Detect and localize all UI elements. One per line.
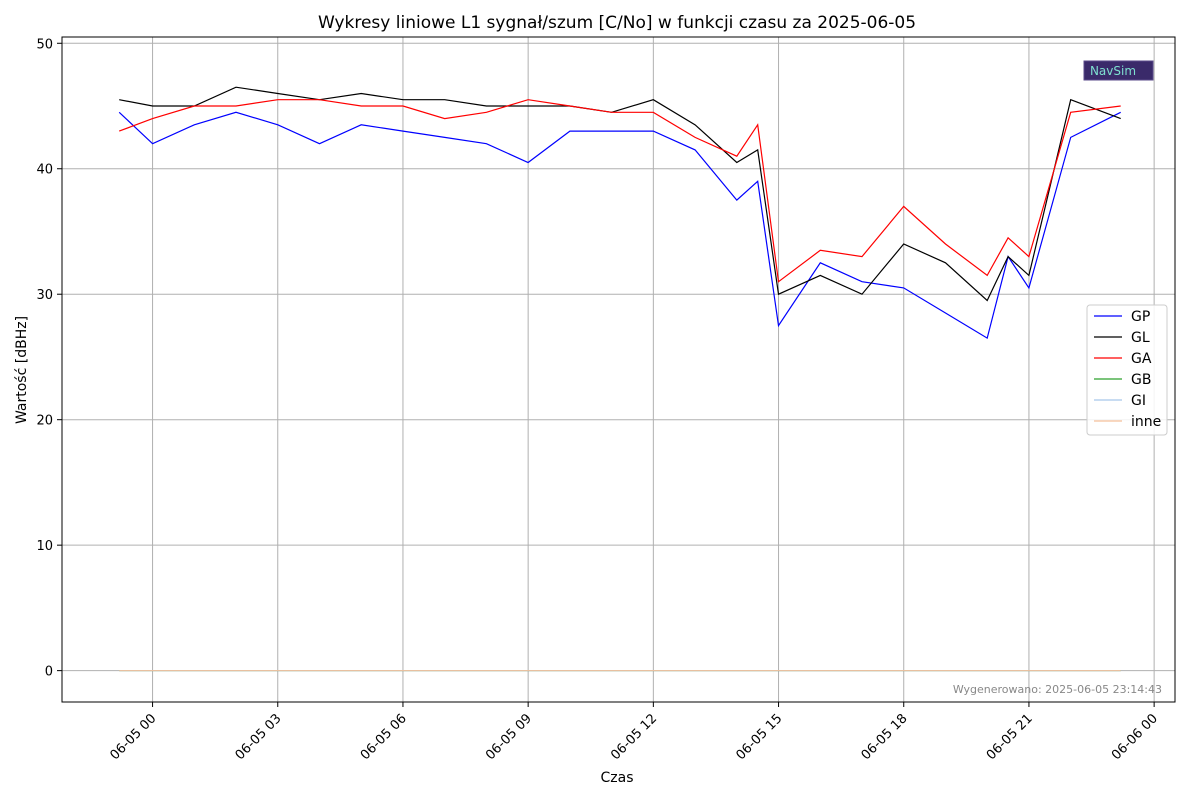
series-lines xyxy=(118,86,1121,672)
legend-label-inne: inne xyxy=(1131,414,1161,430)
legend-label-ga: GA xyxy=(1131,351,1152,367)
generated-timestamp: Wygenerowano: 2025-06-05 23:14:43 xyxy=(953,683,1162,696)
y-tick-label: 10 xyxy=(36,539,53,554)
y-tick-label: 20 xyxy=(36,414,53,429)
legend-label-gl: GL xyxy=(1131,330,1150,346)
legend-label-gb: GB xyxy=(1131,372,1151,388)
y-tick-label: 50 xyxy=(36,37,53,52)
series-line-gp xyxy=(118,111,1121,340)
logo: NavSim xyxy=(1083,60,1154,81)
series-line-gl xyxy=(119,86,1121,302)
series-line-ga xyxy=(118,99,1121,283)
y-axis-label: Wartość [dBHz] xyxy=(14,316,30,424)
legend-label-gi: GI xyxy=(1131,393,1146,409)
legend-label-gp: GP xyxy=(1131,309,1150,325)
plot-frame xyxy=(61,36,1176,703)
x-axis-label: Czas xyxy=(601,770,634,786)
y-tick-label: 0 xyxy=(45,665,53,680)
chart-title: Wykresy liniowe L1 sygnał/szum [C/No] w … xyxy=(318,13,916,33)
y-tick-label: 30 xyxy=(36,288,53,303)
logo-box xyxy=(1083,60,1154,81)
logo-text: NavSim xyxy=(1090,64,1136,78)
y-tick-label: 40 xyxy=(36,163,53,178)
legend: GP GL GA GB GI inne xyxy=(1086,304,1168,436)
